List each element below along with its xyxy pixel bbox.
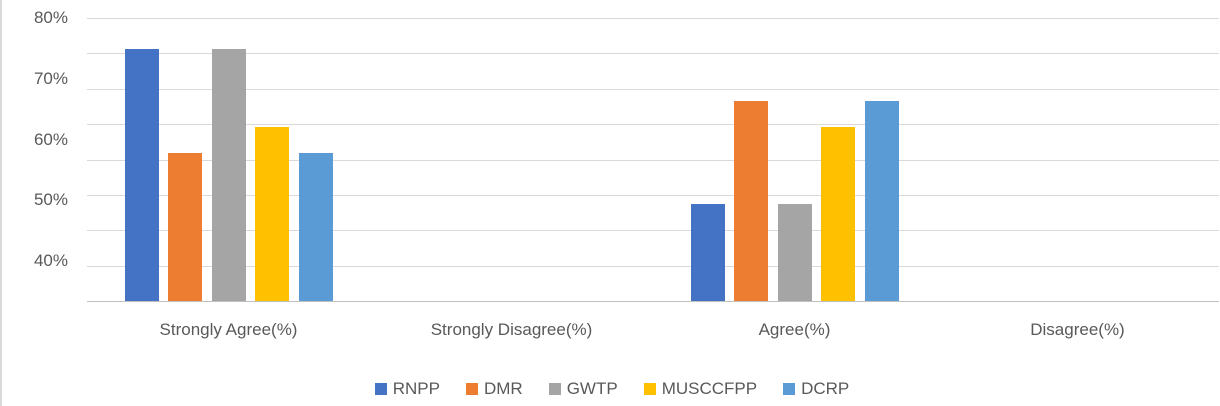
legend-swatch-icon (374, 383, 387, 395)
legend-label: MUSCCFPP (661, 379, 758, 398)
y-axis-label: 50% (33, 190, 68, 210)
legend-item-dmr: DMR (465, 379, 523, 399)
legend: RNPP DMR GWTP MUSCCFPP DCRP (2, 377, 1220, 401)
legend-swatch-icon (783, 383, 796, 395)
legend-label: GWTP (566, 379, 618, 398)
x-axis-label: Agree(%) (758, 320, 831, 339)
x-axis-label: Strongly Disagree(%) (430, 320, 593, 339)
legend-item-gwtp: GWTP (548, 379, 618, 399)
x-axis-line (87, 301, 1219, 302)
legend-swatch-icon (548, 383, 561, 395)
legend-item-musccfpp: MUSCCFPP (643, 379, 758, 399)
gridline (87, 265, 1219, 267)
legend-label: DMR (483, 379, 523, 398)
bar-musccfpp-3 (821, 126, 855, 301)
bar-dmr-1 (168, 152, 202, 301)
gridline (87, 88, 1219, 90)
gridline (87, 159, 1219, 161)
legend-item-rnpp: RNPP (374, 379, 440, 399)
bar-gwtp-3 (777, 204, 812, 301)
gridline (87, 18, 1219, 19)
gridline (87, 194, 1219, 196)
y-axis-label: 60% (33, 129, 68, 149)
gridline (87, 53, 1219, 55)
legend-item-dcrp: DCRP (783, 379, 849, 399)
y-axis-label: 40% (33, 251, 68, 270)
legend-label: DCRP (801, 379, 850, 398)
gridline (87, 124, 1219, 126)
bar-musccfpp-1 (255, 126, 289, 301)
legend-label: RNPP (392, 379, 440, 398)
x-axis-label: Strongly Agree(%) (159, 320, 298, 339)
y-axis-label: 80% (33, 8, 68, 27)
bar-dcrp-1 (298, 152, 333, 301)
legend-swatch-icon (465, 383, 478, 395)
bar-dmr-3 (734, 100, 768, 301)
bar-rnpp-3 (690, 204, 725, 301)
y-axis-label: 70% (33, 68, 68, 88)
gridline (87, 230, 1219, 232)
bar-dcrp-3 (864, 100, 899, 301)
legend-swatch-icon (643, 383, 656, 395)
x-axis-label: Disagree(%) (1030, 320, 1125, 339)
bar-rnpp-1 (124, 49, 159, 301)
bar-gwtp-1 (211, 49, 246, 301)
